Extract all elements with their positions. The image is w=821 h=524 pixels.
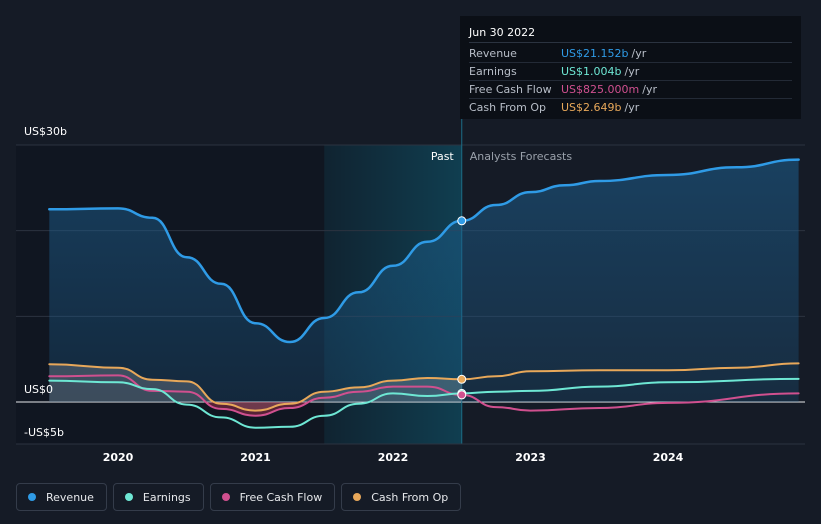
cash-from-op-area bbox=[49, 364, 462, 411]
tooltip-label: Earnings bbox=[469, 65, 517, 78]
tooltip-unit: /yr bbox=[631, 47, 647, 60]
legend-item-cash-from-op[interactable]: Cash From Op bbox=[341, 483, 462, 511]
revenue-dot-icon bbox=[28, 493, 36, 501]
tooltip-row-revenue: Revenue US$21.152b /yr bbox=[469, 45, 792, 63]
tooltip-label: Revenue bbox=[469, 47, 517, 60]
tooltip-row-earnings: Earnings US$1.004b /yr bbox=[469, 63, 792, 81]
negative-area bbox=[49, 402, 462, 416]
tooltip-unit: /yr bbox=[642, 83, 657, 96]
legend-item-revenue[interactable]: Revenue bbox=[16, 483, 107, 511]
legend-item-free-cash-flow[interactable]: Free Cash Flow bbox=[209, 483, 336, 511]
tooltip-value: US$825.000m bbox=[561, 83, 640, 96]
legend-label: Earnings bbox=[142, 490, 191, 504]
past-label: Past bbox=[431, 150, 455, 163]
tooltip-row-cash-from-op: Cash From Op US$2.649b /yr bbox=[469, 99, 792, 116]
legend-label: Cash From Op bbox=[371, 490, 449, 504]
cash-from-op-line bbox=[48, 362, 800, 412]
tooltip-label: Cash From Op bbox=[469, 101, 547, 114]
legend: Revenue Earnings Free Cash Flow Cash Fro… bbox=[16, 483, 462, 511]
earnings-line bbox=[48, 377, 800, 429]
tooltip-unit: /yr bbox=[624, 65, 640, 78]
y-tick-label: -US$5b bbox=[24, 426, 64, 439]
free-cash-flow-marker bbox=[457, 390, 467, 400]
legend-item-earnings[interactable]: Earnings bbox=[112, 483, 204, 511]
x-tick-label: 2020 bbox=[103, 451, 134, 464]
legend-label: Free Cash Flow bbox=[239, 490, 323, 504]
tooltip-value: US$1.004b bbox=[561, 65, 622, 78]
x-tick-label: 2022 bbox=[378, 451, 409, 464]
y-tick-label: US$30b bbox=[24, 125, 67, 138]
revenue-area bbox=[49, 159, 799, 402]
legend-label: Revenue bbox=[46, 490, 94, 504]
revenue-line bbox=[48, 158, 800, 344]
tooltip-label: Free Cash Flow bbox=[469, 83, 552, 96]
tooltip-unit: /yr bbox=[624, 101, 640, 114]
x-tick-label: 2024 bbox=[653, 451, 684, 464]
tooltip-value: US$21.152b bbox=[561, 47, 629, 60]
free-cash-flow-line bbox=[48, 374, 800, 417]
x-tick-label: 2023 bbox=[515, 451, 546, 464]
cash-from-op-marker bbox=[457, 374, 467, 384]
revenue-marker bbox=[457, 216, 467, 226]
tooltip: Jun 30 2022 Revenue US$21.152b /yr Earni… bbox=[460, 16, 801, 119]
y-tick-label: US$0 bbox=[24, 383, 53, 396]
cash-from-op-dot-icon bbox=[353, 493, 362, 501]
forecast-label: Analysts Forecasts bbox=[470, 150, 573, 163]
x-tick-label: 2021 bbox=[240, 451, 271, 464]
earnings-dot-icon bbox=[124, 493, 133, 501]
tooltip-row-free-cash-flow: Free Cash Flow US$825.000m /yr bbox=[469, 81, 792, 99]
tooltip-value: US$2.649b bbox=[561, 101, 622, 114]
tooltip-date: Jun 30 2022 bbox=[469, 25, 792, 43]
free-cash-flow-dot-icon bbox=[221, 493, 230, 501]
